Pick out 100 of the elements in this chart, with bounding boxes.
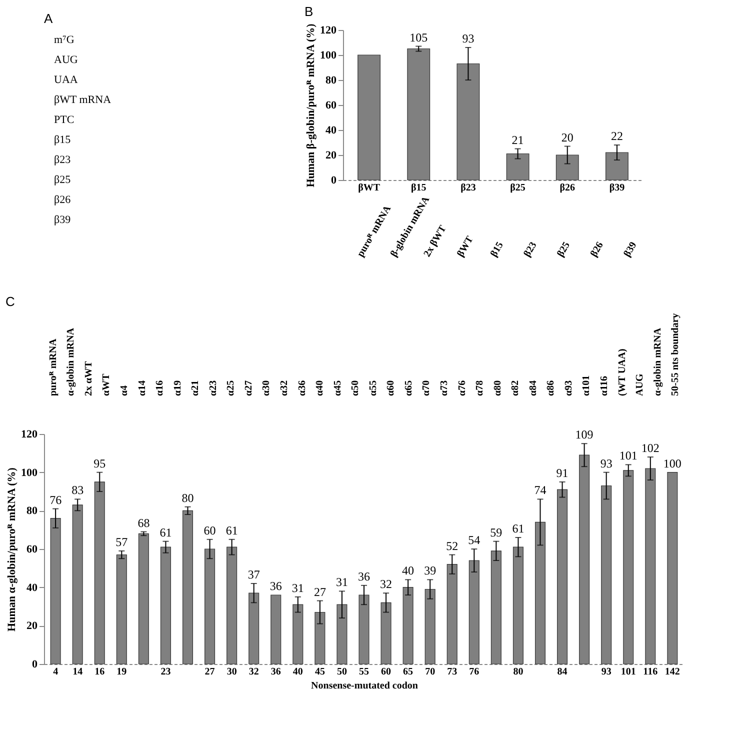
x-tick-label: 101 xyxy=(620,666,636,678)
text: α-globin mRNA xyxy=(652,327,664,396)
text: UAA xyxy=(54,74,78,86)
data-label: 100 xyxy=(663,456,682,470)
text: α93 xyxy=(563,380,574,396)
data-label: 61 xyxy=(160,525,172,540)
text: α45 xyxy=(332,380,344,396)
x-tick-label: 55 xyxy=(359,666,369,678)
data-label: 91 xyxy=(556,466,568,480)
x-tick-label: 45 xyxy=(314,666,325,678)
text: PTC xyxy=(54,114,74,126)
y-tick-label: 40 xyxy=(326,124,337,136)
text: α27 xyxy=(243,380,254,396)
x-tick-label: 27 xyxy=(204,666,215,678)
text: β23 xyxy=(54,154,72,166)
data-label: 22 xyxy=(610,129,623,143)
text: α55 xyxy=(368,380,379,396)
x-tick-label: β39 xyxy=(609,182,625,194)
text: m⁷G xyxy=(54,34,74,46)
text: α40 xyxy=(314,380,326,396)
text: α84 xyxy=(528,380,539,396)
x-tick-label: 65 xyxy=(403,666,414,678)
x-tick-label: 116 xyxy=(643,666,658,678)
text: AUG xyxy=(54,54,78,66)
y-tick-label: 20 xyxy=(326,150,337,162)
text: α86 xyxy=(546,380,557,396)
data-label: 76 xyxy=(50,492,62,507)
x-tick-label: 4 xyxy=(53,666,58,678)
x-tick-label: 40 xyxy=(292,666,303,678)
data-label: 101 xyxy=(619,448,638,463)
y-tick-label: 60 xyxy=(26,544,38,556)
data-label: 52 xyxy=(446,538,458,553)
text: 2x αWT xyxy=(83,360,94,396)
text: α14 xyxy=(136,380,148,396)
text: α82 xyxy=(510,380,522,396)
data-label: 68 xyxy=(138,516,150,530)
text: β26 xyxy=(588,240,606,259)
x-tick-label: βWT xyxy=(358,182,380,194)
text: β39 xyxy=(622,240,640,259)
x-tick-label: 19 xyxy=(116,666,127,678)
text: α65 xyxy=(403,380,414,396)
text: AUG xyxy=(634,374,646,396)
x-tick-label: β25 xyxy=(510,182,526,194)
data-label: 21 xyxy=(512,132,524,147)
data-label: 39 xyxy=(424,564,436,578)
text: α116 xyxy=(599,376,610,396)
text: αWT xyxy=(101,373,112,396)
data-label: 61 xyxy=(512,522,524,536)
y-tick-label: 120 xyxy=(320,24,337,36)
data-label: 105 xyxy=(410,30,428,44)
data-label: 61 xyxy=(226,523,238,538)
data-label: 37 xyxy=(248,568,260,582)
text: β15 xyxy=(54,134,72,146)
y-tick-label: 120 xyxy=(21,428,38,440)
x-tick-label: 60 xyxy=(381,666,392,678)
data-label: 40 xyxy=(402,564,414,578)
x-tick-label: 16 xyxy=(94,666,105,678)
data-label: 31 xyxy=(292,580,304,595)
text: β25 xyxy=(555,240,573,259)
text: puroᴿ mRNA xyxy=(48,338,59,396)
data-label: 93 xyxy=(600,456,612,470)
y-tick-label: 0 xyxy=(32,658,38,670)
text: β25 xyxy=(54,174,72,186)
x-tick-label: 50 xyxy=(336,666,347,678)
x-tick-label: 70 xyxy=(425,666,436,678)
data-label: 36 xyxy=(270,579,282,593)
y-tick-label: 60 xyxy=(326,100,337,112)
data-label: 93 xyxy=(462,32,474,46)
x-tick-label: 36 xyxy=(270,666,281,678)
chart-title: C xyxy=(6,294,15,310)
x-tick-label: 73 xyxy=(447,666,458,678)
x-tick-label: 14 xyxy=(72,666,83,678)
y-tick-label: 20 xyxy=(26,620,38,632)
text: α78 xyxy=(474,380,486,396)
data-label: 32 xyxy=(380,577,392,592)
x-axis-title: Nonsense-mutated codon xyxy=(311,680,418,692)
text: α25 xyxy=(226,380,237,396)
y-tick-label: 80 xyxy=(326,74,337,86)
data-label: 36 xyxy=(358,569,370,584)
text: α16 xyxy=(154,380,166,396)
data-label: 95 xyxy=(94,456,106,470)
y-tick-label: 40 xyxy=(26,582,38,594)
data-label: 31 xyxy=(336,575,348,590)
data-label: 20 xyxy=(561,130,574,144)
x-tick-label: 76 xyxy=(469,666,480,678)
data-label: 60 xyxy=(204,523,216,538)
data-label: 83 xyxy=(72,483,84,498)
x-tick-label: β23 xyxy=(460,182,476,194)
y-tick-label: 80 xyxy=(26,505,38,518)
text: α23 xyxy=(208,380,219,396)
text: βWT mRNA xyxy=(54,94,112,106)
x-tick-label: β15 xyxy=(410,182,426,194)
text: α70 xyxy=(421,380,432,396)
data-label: 80 xyxy=(182,490,194,505)
text: α30 xyxy=(261,380,272,396)
x-tick-label: 80 xyxy=(513,666,524,678)
x-tick-label: β26 xyxy=(560,182,576,194)
text: (WT UAA) xyxy=(616,348,628,396)
data-label: 57 xyxy=(116,534,128,549)
data-label: 102 xyxy=(641,441,660,455)
